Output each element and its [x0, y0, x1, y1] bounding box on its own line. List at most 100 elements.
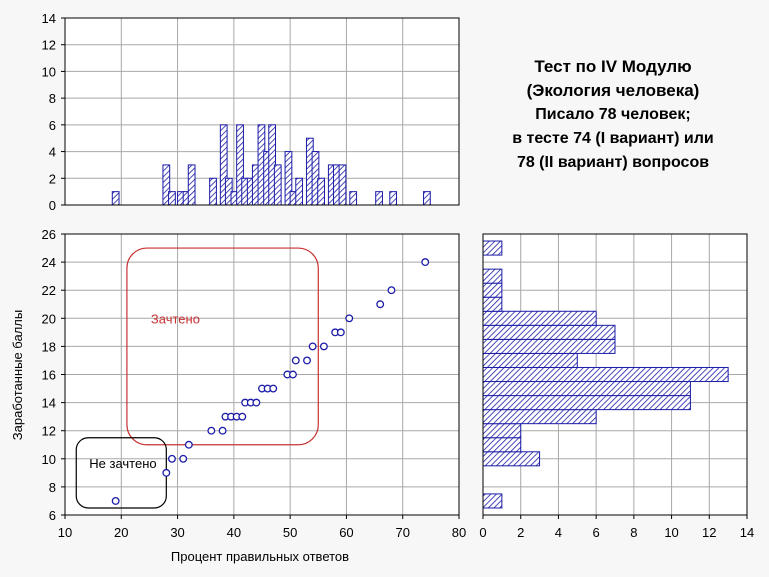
top-hist-bar — [295, 177, 304, 206]
top-hist-ytick-label: 12 — [42, 38, 56, 53]
scatter-ytick-label: 6 — [49, 508, 56, 523]
right-hist-bar — [482, 423, 522, 439]
right-hist-bar — [482, 296, 503, 312]
scatter-point — [291, 356, 300, 365]
top-hist-ytick-label: 4 — [49, 145, 56, 160]
right-hist-xtick-label: 0 — [479, 525, 486, 540]
right-hist-bar — [482, 352, 578, 368]
right-hist-bar — [482, 409, 597, 425]
scatter-ytick-label: 14 — [42, 396, 56, 411]
fail-region-label: Не зачтено — [89, 456, 156, 471]
top-hist-bar — [273, 164, 282, 206]
top-hist-bar — [187, 164, 196, 206]
info-title-line2: (Экология человека) — [526, 81, 700, 100]
top-hist-bar — [349, 191, 358, 206]
x-axis-label: Процент правильных ответов — [171, 549, 349, 564]
info-line3: Писало 78 человек; — [535, 106, 691, 123]
right-hist-xtick-label: 6 — [593, 525, 600, 540]
scatter-point — [218, 426, 227, 435]
scatter-xtick-label: 50 — [283, 525, 297, 540]
scatter-point — [238, 412, 247, 421]
right-hist-xtick-label: 12 — [702, 525, 716, 540]
top-hist-ytick-label: 0 — [49, 198, 56, 213]
scatter-frame — [64, 233, 460, 516]
top-hist-ytick-label: 10 — [42, 64, 56, 79]
right-hist-bar — [482, 338, 616, 354]
top-hist-bar — [168, 191, 176, 206]
scatter-ytick-label: 22 — [42, 283, 56, 298]
right-hist-bar — [482, 366, 729, 383]
scatter-xtick-label: 40 — [227, 525, 241, 540]
scatter-point — [336, 328, 345, 337]
right-histogram: 0 2 4 6 8 10 12 14 — [479, 233, 754, 540]
right-hist-bar — [482, 451, 541, 467]
top-hist-ytick-label: 8 — [49, 91, 56, 106]
right-hist-bar — [482, 310, 597, 326]
info-line5: 78 (II вариант) вопросов — [516, 154, 710, 171]
right-hist-xtick-label: 2 — [517, 525, 524, 540]
scatter-xtick-label: 70 — [395, 525, 409, 540]
scatter-xtick-label: 20 — [114, 525, 128, 540]
right-hist-xtick-label: 4 — [555, 525, 562, 540]
right-hist-bar — [482, 381, 691, 397]
scatter-point — [162, 468, 171, 477]
scatter-xtick-label: 60 — [339, 525, 353, 540]
y-axis-label: Заработанные баллы — [10, 310, 25, 440]
scatter-ytick-label: 26 — [42, 227, 56, 242]
info-panel: Тест по IV Модулю (Экология человека) Пи… — [468, 55, 758, 175]
scatter-ytick-label: 18 — [42, 339, 56, 354]
scatter-point — [252, 398, 261, 407]
info-title-line1: Тест по IV Модулю — [534, 57, 692, 76]
scatter-point — [376, 300, 385, 309]
right-hist-bar — [482, 282, 503, 298]
scatter-point — [289, 370, 297, 379]
scatter-point — [207, 426, 216, 435]
top-hist-bar — [389, 191, 398, 206]
scatter-ytick-label: 12 — [42, 424, 56, 439]
top-hist-bar — [423, 191, 431, 206]
right-hist-bar — [482, 268, 503, 284]
top-hist-bar — [338, 164, 347, 206]
top-histogram: 0 2 4 6 8 10 12 14 — [42, 11, 460, 213]
scatter-point — [167, 454, 176, 463]
scatter-point — [421, 258, 430, 267]
scatter-xtick-label: 10 — [58, 525, 72, 540]
scatter-point — [179, 454, 188, 463]
top-hist-bar — [375, 191, 383, 206]
scatter-ytick-label: 16 — [42, 368, 56, 383]
top-hist-bar — [209, 177, 217, 206]
right-hist-xtick-label: 10 — [664, 525, 678, 540]
right-hist-bar — [482, 493, 503, 509]
scatter-xtick-label: 30 — [170, 525, 184, 540]
top-hist-frame — [64, 17, 460, 206]
scatter-xtick-label: 80 — [452, 525, 466, 540]
scatter-ytick-label: 8 — [49, 480, 56, 495]
pass-region-label: Зачтено — [151, 311, 200, 326]
top-hist-bar — [317, 177, 325, 206]
right-hist-bar — [482, 324, 616, 340]
scatter-point — [308, 342, 317, 351]
right-hist-bar — [482, 395, 691, 411]
right-hist-frame — [482, 233, 748, 516]
scatter-ytick-label: 10 — [42, 452, 56, 467]
info-line4: в тесте 74 (I вариант) или — [512, 130, 714, 147]
top-hist-ytick-label: 6 — [49, 118, 56, 133]
scatter-plot: 10 20 30 40 50 60 70 80 6 8 10 12 14 16 18 20 22 24 26 Зачт… — [42, 227, 467, 540]
scatter-point — [345, 314, 354, 323]
scatter-point — [303, 356, 311, 365]
scatter-point — [319, 342, 328, 351]
right-hist-bar — [482, 437, 522, 453]
right-hist-xtick-label: 14 — [740, 525, 754, 540]
scatter-point — [111, 497, 120, 505]
pass-region-box — [126, 247, 319, 446]
top-hist-ytick-label: 2 — [49, 171, 56, 186]
scatter-ytick-label: 24 — [42, 255, 56, 270]
right-hist-xtick-label: 8 — [630, 525, 637, 540]
right-hist-bar — [482, 240, 503, 256]
scatter-point — [269, 384, 278, 393]
top-hist-ytick-label: 14 — [42, 11, 56, 26]
scatter-ytick-label: 20 — [42, 311, 56, 326]
top-hist-bar — [111, 191, 120, 206]
scatter-point — [387, 286, 396, 295]
